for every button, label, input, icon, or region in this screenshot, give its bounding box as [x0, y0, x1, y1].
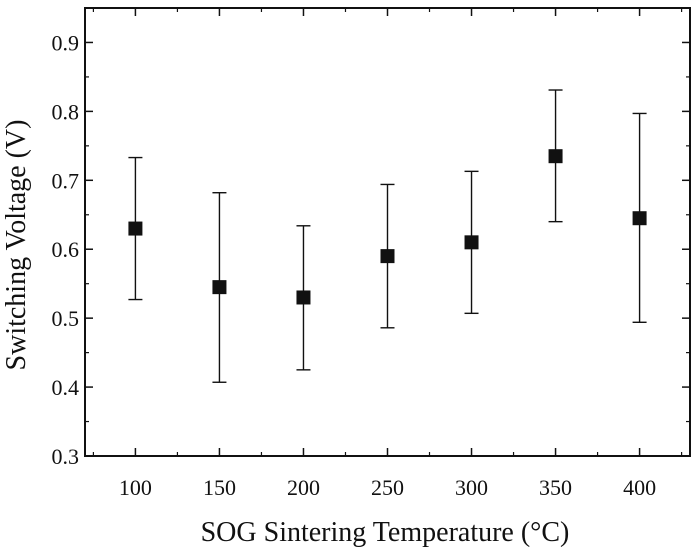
x-axis-ticks	[92, 8, 683, 456]
x-tick-label: 350	[539, 475, 572, 500]
data-point-marker	[548, 149, 563, 164]
data-points	[128, 149, 647, 305]
axis-labels: 100 150 200 250 300 350 400 0.3 0.4 0.5 0.6 0.7 0.8 0…	[52, 30, 657, 500]
y-tick-label: 0.5	[52, 306, 80, 331]
y-tick-label: 0.7	[52, 168, 80, 193]
y-tick-label: 0.8	[52, 99, 80, 124]
y-tick-label: 0.6	[52, 237, 80, 262]
x-tick-label: 400	[623, 475, 656, 500]
data-point-marker	[296, 290, 311, 305]
y-tick-label: 0.3	[52, 444, 80, 469]
x-tick-label: 200	[287, 475, 320, 500]
data-point-marker	[212, 280, 227, 295]
y-tick-label: 0.9	[52, 30, 80, 55]
data-point-marker	[128, 221, 143, 236]
data-point-marker	[632, 211, 647, 226]
data-point-marker	[464, 235, 479, 250]
error-bars	[128, 89, 647, 383]
x-tick-label: 100	[119, 475, 152, 500]
data-point-marker	[380, 249, 395, 264]
x-axis-title: SOG Sintering Temperature (°C)	[201, 517, 570, 548]
x-tick-label: 150	[203, 475, 236, 500]
y-tick-label: 0.4	[52, 375, 80, 400]
x-tick-label: 250	[371, 475, 404, 500]
x-tick-label: 300	[455, 475, 488, 500]
y-axis-ticks	[85, 7, 690, 457]
y-axis-title: Switching Voltage (V)	[1, 120, 32, 371]
